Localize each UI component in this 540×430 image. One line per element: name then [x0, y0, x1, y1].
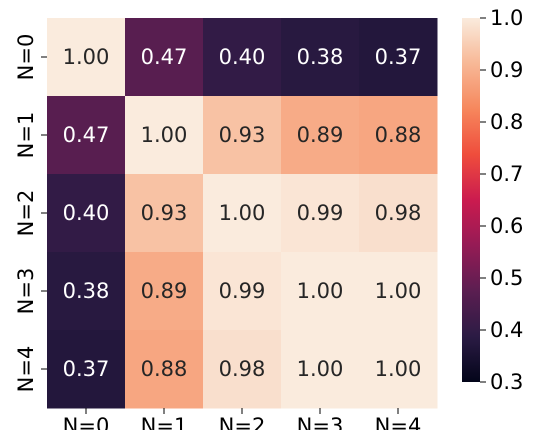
cell-value-label-r0-c3: 0.38 — [297, 45, 344, 69]
heatmap-cell-r2-c0 — [47, 174, 126, 253]
cell-value-label-r3-c2: 0.99 — [219, 279, 266, 303]
heatmap-cell-r0-c3 — [281, 18, 360, 97]
colorbar-tick-label-7: 1.0 — [490, 6, 523, 30]
cell-value-label-r4-c0: 0.37 — [63, 357, 110, 381]
heatmap-cell-r0-c1 — [125, 18, 204, 97]
cell-value-label-r0-c4: 0.37 — [375, 45, 422, 69]
y-axis: N=0 N=1 N=2 N=3 N=4 — [14, 34, 47, 393]
cell-value-label-r2-c0: 0.40 — [63, 201, 110, 225]
y-tick-label-0: N=0 — [14, 34, 38, 81]
cell-value-label-r3-c0: 0.38 — [63, 279, 110, 303]
cell-value-label-r1-c1: 1.00 — [141, 123, 188, 147]
colorbar-tick-label-5: 0.8 — [490, 110, 523, 134]
y-tick-label-4: N=4 — [14, 346, 38, 393]
heatmap-cell-labels: 1.00 0.47 0.40 0.38 0.37 0.47 1.00 0.93 0.89 0.88… — [63, 45, 422, 381]
y-tick-label-3: N=3 — [14, 268, 38, 315]
heatmap-cell-r3-c1 — [125, 252, 204, 331]
x-axis: N=0 N=1 N=2 N=3 N=4 — [63, 408, 422, 430]
y-tick-label-1: N=1 — [14, 112, 38, 159]
x-tick-label-0: N=0 — [63, 414, 110, 430]
heatmap-cell-r4-c0 — [47, 330, 126, 409]
colorbar-tick-label-1: 0.4 — [490, 318, 523, 342]
cell-value-label-r4-c4: 1.00 — [375, 357, 422, 381]
heatmap-cell-r1-c1 — [125, 96, 204, 175]
colorbar-tick-label-6: 0.9 — [490, 58, 523, 82]
heatmap-cell-r4-c3 — [281, 330, 360, 409]
heatmap-cell-r0-c0 — [47, 18, 126, 97]
cell-value-label-r4-c1: 0.88 — [141, 357, 188, 381]
colorbar-tick-label-2: 0.5 — [490, 266, 523, 290]
cell-value-label-r3-c4: 1.00 — [375, 279, 422, 303]
heatmap-cell-r1-c3 — [281, 96, 360, 175]
heatmap-cell-r4-c4 — [359, 330, 438, 409]
heatmap-cell-r1-c0 — [47, 96, 126, 175]
heatmap-cell-r1-c4 — [359, 96, 438, 175]
heatmap-cell-r0-c2 — [203, 18, 282, 97]
heatmap-cell-r2-c1 — [125, 174, 204, 253]
heatmap-cell-r4-c1 — [125, 330, 204, 409]
cell-value-label-r4-c2: 0.98 — [219, 357, 266, 381]
cell-value-label-r1-c0: 0.47 — [63, 123, 110, 147]
x-tick-label-3: N=3 — [297, 414, 344, 430]
colorbar-tick-label-4: 0.7 — [490, 162, 523, 186]
x-tick-label-2: N=2 — [219, 414, 266, 430]
cell-value-label-r0-c1: 0.47 — [141, 45, 188, 69]
heatmap-cell-r3-c3 — [281, 252, 360, 331]
heatmap-cell-r1-c2 — [203, 96, 282, 175]
heatmap-cell-r3-c2 — [203, 252, 282, 331]
heatmap-cell-r2-c3 — [281, 174, 360, 253]
heatmap-cell-r3-c4 — [359, 252, 438, 331]
colorbar-tick-label-3: 0.6 — [490, 214, 523, 238]
heatmap-cell-r2-c4 — [359, 174, 438, 253]
colorbar-gradient-bar — [462, 18, 480, 382]
cell-value-label-r1-c4: 0.88 — [375, 123, 422, 147]
heatmap-cells — [47, 18, 438, 409]
cell-value-label-r2-c4: 0.98 — [375, 201, 422, 225]
cell-value-label-r0-c2: 0.40 — [219, 45, 266, 69]
cell-value-label-r3-c1: 0.89 — [141, 279, 188, 303]
cell-value-label-r1-c3: 0.89 — [297, 123, 344, 147]
cell-value-label-r2-c2: 1.00 — [219, 201, 266, 225]
heatmap-cell-r2-c2 — [203, 174, 282, 253]
cell-value-label-r0-c0: 1.00 — [63, 45, 110, 69]
cell-value-label-r2-c3: 0.99 — [297, 201, 344, 225]
cell-value-label-r1-c2: 0.93 — [219, 123, 266, 147]
cell-value-label-r3-c3: 1.00 — [297, 279, 344, 303]
x-tick-label-1: N=1 — [141, 414, 188, 430]
heatmap-cell-r4-c2 — [203, 330, 282, 409]
y-tick-label-2: N=2 — [14, 190, 38, 237]
x-tick-label-4: N=4 — [375, 414, 422, 430]
cell-value-label-r4-c3: 1.00 — [297, 357, 344, 381]
colorbar-tick-label-0: 0.3 — [490, 370, 523, 394]
colorbar: 0.3 0.4 0.5 0.6 0.7 0.8 0.9 1.0 — [462, 6, 523, 394]
heatmap-cell-r3-c0 — [47, 252, 126, 331]
cell-value-label-r2-c1: 0.93 — [141, 201, 188, 225]
heatmap-cell-r0-c4 — [359, 18, 438, 97]
